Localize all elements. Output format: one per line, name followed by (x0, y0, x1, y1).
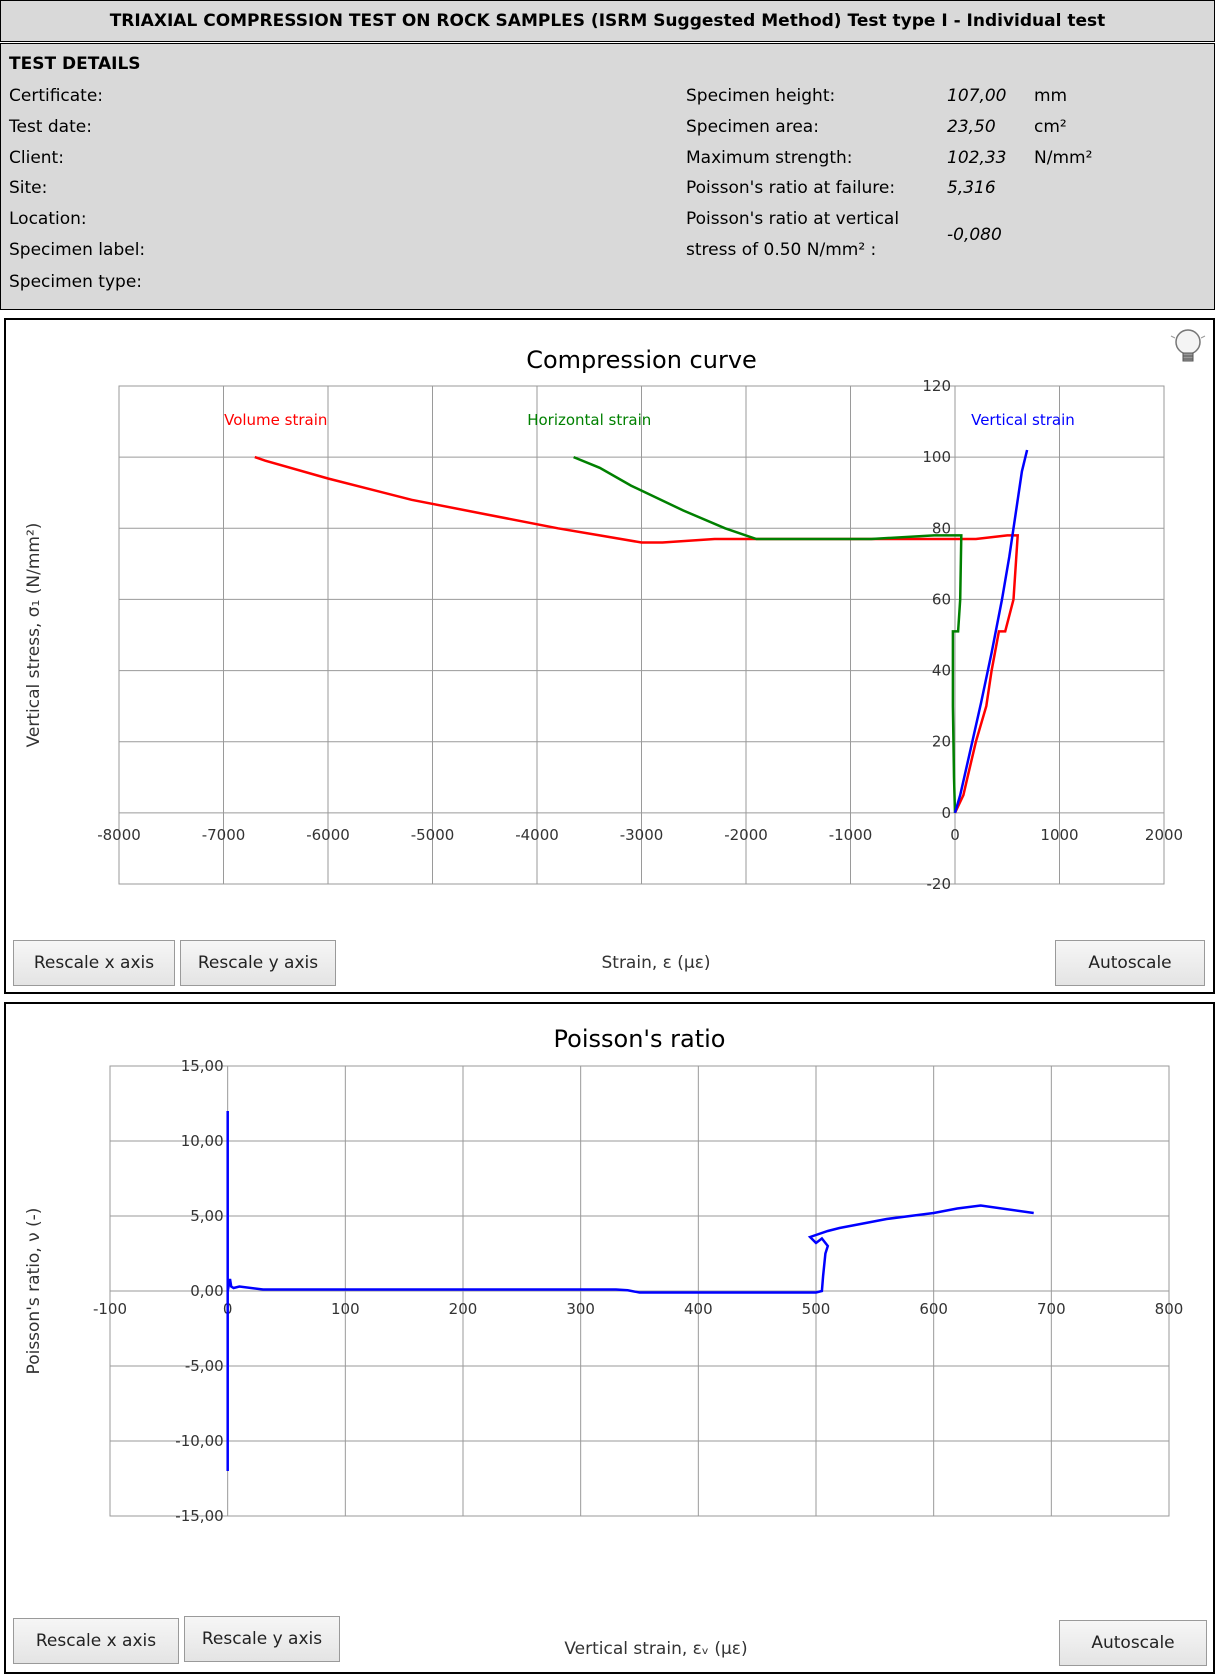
max-strength-value: 102,33 (947, 148, 1007, 168)
poisson-rescale-x-axis-button[interactable]: Rescale x axis (13, 1618, 179, 1664)
y-tick-label: 80 (932, 519, 951, 537)
chart-title: Poisson's ratio (554, 1025, 726, 1053)
poisson-failure-label: Poisson's ratio at failure: (686, 178, 896, 198)
specimen-height-value: 107,00 (947, 86, 1007, 106)
x-tick-label: -2000 (724, 826, 768, 844)
poisson-rescale-y-axis-button[interactable]: Rescale y axis (184, 1616, 340, 1662)
test-details-heading: TEST DETAILS (9, 54, 141, 74)
rescale-y-axis-button[interactable]: Rescale y axis (180, 940, 336, 986)
series-line-horizontal-strain (573, 455, 963, 813)
max-strength-label: Maximum strength: (686, 148, 853, 168)
y-tick-label: 40 (932, 662, 951, 680)
specimen-type-label: Specimen type: (9, 272, 143, 292)
x-tick-label: -6000 (306, 826, 350, 844)
compression-curve-chart: Compression curve -8000 -7000 -6000 -5000 -40… (24, 346, 1183, 973)
specimen-area-value: 23,50 (947, 117, 996, 137)
poisson-ratio-panel: Poisson's ratio -100 0 100 200 300 400 500 600 70… (4, 1002, 1215, 1674)
x-tick-label: 600 (919, 1300, 948, 1318)
report-title-text: TRIAXIAL COMPRESSION TEST ON ROCK SAMPLE… (109, 11, 1106, 31)
x-tick-label: -8000 (97, 826, 141, 844)
x-tick-label: 1000 (1040, 826, 1078, 844)
series-label-volume-strain: Volume strain (224, 411, 327, 429)
y-tick-label: 0,00 (190, 1282, 223, 1300)
series-line-volume-strain (254, 455, 1020, 814)
x-axis-label: Strain, ε (με) (601, 953, 710, 973)
specimen-height-label: Specimen height: (686, 86, 836, 106)
y-tick-label: 10,00 (181, 1132, 224, 1150)
x-tick-label: 200 (449, 1300, 478, 1318)
y-tick-label: 60 (932, 590, 951, 608)
rescale-x-axis-button[interactable]: Rescale x axis (13, 940, 175, 986)
specimen-height-unit: mm (1034, 86, 1068, 106)
series-line-series-0 (226, 1111, 1034, 1471)
poisson-vertical-label-line1: Poisson's ratio at vertical (686, 209, 900, 229)
y-tick-label: -10,00 (175, 1432, 223, 1450)
y-tick-label: 100 (922, 448, 951, 466)
specimen-area-label: Specimen area: (686, 117, 819, 137)
client-label: Client: (9, 148, 64, 168)
specimen-label-label: Specimen label: (9, 240, 146, 260)
y-tick-label: 15,00 (181, 1057, 224, 1075)
y-tick-label: 0 (941, 804, 951, 822)
max-strength-unit: N/mm² (1034, 148, 1093, 168)
site-label: Site: (9, 178, 48, 198)
x-tick-label: 100 (331, 1300, 360, 1318)
poisson-autoscale-button[interactable]: Autoscale (1059, 1620, 1207, 1666)
x-tick-label: 500 (802, 1300, 831, 1318)
chart-title: Compression curve (526, 346, 757, 374)
y-axis-label: Vertical stress, σ₁ (N/mm²) (24, 523, 44, 748)
y-tick-label: 5,00 (190, 1207, 223, 1225)
y-tick-label: 120 (922, 377, 951, 395)
x-tick-label: 700 (1037, 1300, 1066, 1318)
series-line-vertical-strain (953, 449, 1029, 814)
x-tick-label: -100 (93, 1300, 127, 1318)
series-label-horizontal-strain: Horizontal strain (527, 411, 651, 429)
y-tick-label: 20 (932, 733, 951, 751)
specimen-area-unit: cm² (1034, 117, 1067, 137)
x-tick-label: -7000 (202, 826, 246, 844)
x-tick-label: 400 (684, 1300, 713, 1318)
x-tick-label: -1000 (829, 826, 873, 844)
x-tick-label: -3000 (620, 826, 664, 844)
x-tick-label: 800 (1155, 1300, 1184, 1318)
x-tick-label: 0 (950, 826, 960, 844)
compression-curve-panel: Compression curve -8000 -7000 -6000 -5000 -40… (4, 318, 1215, 994)
y-tick-label: -20 (927, 875, 952, 893)
x-tick-label: -4000 (515, 826, 559, 844)
y-tick-label: -15,00 (175, 1507, 223, 1525)
x-tick-label: -5000 (411, 826, 455, 844)
report-title: TRIAXIAL COMPRESSION TEST ON ROCK SAMPLE… (0, 0, 1215, 42)
series-label-vertical-strain: Vertical strain (971, 411, 1075, 429)
poisson-vertical-label-line2: stress of 0.50 N/mm² : (686, 240, 877, 260)
poisson-failure-value: 5,316 (947, 178, 996, 198)
test-details-section: TEST DETAILS Certificate: Test date: Cli… (0, 43, 1215, 310)
y-tick-label: -5,00 (185, 1357, 224, 1375)
test-date-label: Test date: (9, 117, 92, 137)
poisson-vertical-value: -0,080 (947, 225, 1002, 245)
x-tick-label: 300 (566, 1300, 595, 1318)
poisson-ratio-chart: Poisson's ratio-100 0 100 200 300 400 500 600 70… (24, 1025, 1184, 1659)
x-axis-label: Vertical strain, εᵥ (με) (564, 1639, 747, 1659)
location-label: Location: (9, 209, 87, 229)
y-axis-label: Poisson's ratio, ν (-) (24, 1208, 44, 1375)
certificate-label: Certificate: (9, 86, 104, 106)
autoscale-button[interactable]: Autoscale (1055, 940, 1205, 986)
x-tick-label: 2000 (1145, 826, 1183, 844)
lightbulb-icon[interactable] (1168, 326, 1208, 366)
